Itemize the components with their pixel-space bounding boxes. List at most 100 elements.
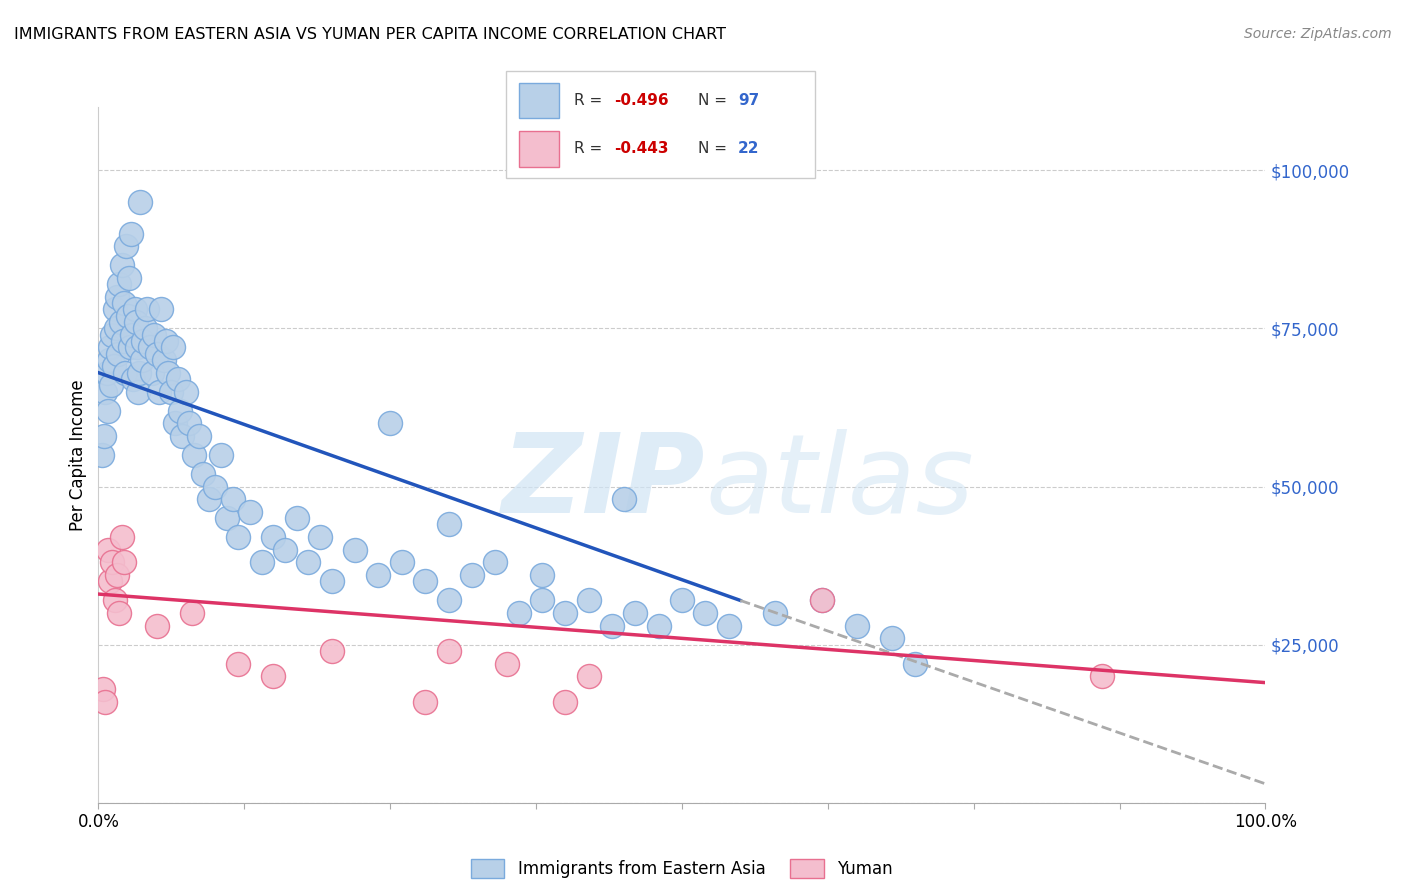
Point — [110, 315, 132, 329]
Point — [437, 593, 460, 607]
Point — [811, 593, 834, 607]
Point — [120, 227, 142, 241]
Point — [134, 321, 156, 335]
Text: ZIP: ZIP — [502, 429, 706, 536]
Point — [104, 593, 127, 607]
Point — [647, 618, 669, 632]
Point — [554, 606, 576, 620]
FancyBboxPatch shape — [506, 71, 815, 178]
Point — [125, 340, 148, 354]
Point — [143, 327, 166, 342]
Point — [413, 695, 436, 709]
Point — [114, 366, 136, 380]
Point — [169, 403, 191, 417]
Point — [508, 606, 530, 620]
Bar — [519, 131, 558, 167]
Point — [148, 384, 170, 399]
Point — [155, 334, 177, 348]
Point — [166, 372, 188, 386]
Point — [125, 315, 148, 329]
Point — [141, 366, 163, 380]
Bar — [519, 83, 558, 119]
Point — [624, 606, 647, 620]
Point — [321, 574, 343, 589]
Point — [98, 340, 121, 354]
Point — [94, 384, 117, 399]
Point — [107, 347, 129, 361]
Point — [132, 334, 155, 348]
Point — [209, 448, 232, 462]
Point — [112, 556, 135, 570]
Point — [187, 429, 209, 443]
Point — [136, 302, 159, 317]
Point — [111, 334, 134, 348]
Point — [262, 530, 284, 544]
Y-axis label: Per Capita Income: Per Capita Income — [69, 379, 87, 531]
Point — [367, 568, 389, 582]
Point — [250, 556, 273, 570]
Point — [530, 593, 553, 607]
Point — [285, 511, 308, 525]
Point — [845, 618, 868, 632]
Point — [495, 657, 517, 671]
Point — [96, 366, 118, 380]
Point — [115, 239, 138, 253]
Point — [122, 372, 145, 386]
Point — [150, 302, 173, 317]
Point — [101, 556, 124, 570]
Point — [1091, 669, 1114, 683]
Point — [880, 632, 903, 646]
Point — [221, 492, 243, 507]
Point — [180, 606, 202, 620]
Point — [90, 448, 112, 462]
Point — [139, 340, 162, 354]
Text: 97: 97 — [738, 94, 759, 108]
Point — [262, 669, 284, 683]
Point — [378, 417, 402, 431]
Text: R =: R = — [574, 94, 607, 108]
Point — [554, 695, 576, 709]
Text: IMMIGRANTS FROM EASTERN ASIA VS YUMAN PER CAPITA INCOME CORRELATION CHART: IMMIGRANTS FROM EASTERN ASIA VS YUMAN PE… — [14, 27, 725, 42]
Point — [309, 530, 332, 544]
Point — [105, 290, 128, 304]
Text: atlas: atlas — [706, 429, 974, 536]
Point — [179, 417, 201, 431]
Point — [671, 593, 693, 607]
Point — [461, 568, 484, 582]
Point — [530, 568, 553, 582]
Point — [108, 277, 131, 292]
Point — [174, 384, 197, 399]
Point — [128, 366, 150, 380]
Point — [131, 353, 153, 368]
Point — [103, 359, 125, 374]
Point — [157, 366, 180, 380]
Point — [129, 194, 152, 209]
Point — [104, 302, 127, 317]
Point — [204, 479, 226, 493]
Point — [152, 353, 174, 368]
Point — [112, 296, 135, 310]
Point — [695, 606, 717, 620]
Text: R =: R = — [574, 142, 607, 156]
Point — [118, 340, 141, 354]
Point — [97, 403, 120, 417]
Point — [578, 593, 600, 607]
Point — [165, 417, 187, 431]
Point — [215, 511, 238, 525]
Point — [146, 618, 169, 632]
Point — [763, 606, 786, 620]
Point — [91, 681, 114, 696]
Point — [105, 568, 128, 582]
Point — [811, 593, 834, 607]
Point — [413, 574, 436, 589]
Text: -0.496: -0.496 — [614, 94, 669, 108]
Point — [97, 353, 120, 368]
Point — [159, 384, 181, 399]
Point — [108, 606, 131, 620]
Point — [94, 695, 117, 709]
Point — [484, 556, 506, 570]
Point — [117, 309, 139, 323]
Point — [437, 517, 460, 532]
Point — [193, 467, 215, 481]
Point — [104, 321, 127, 335]
